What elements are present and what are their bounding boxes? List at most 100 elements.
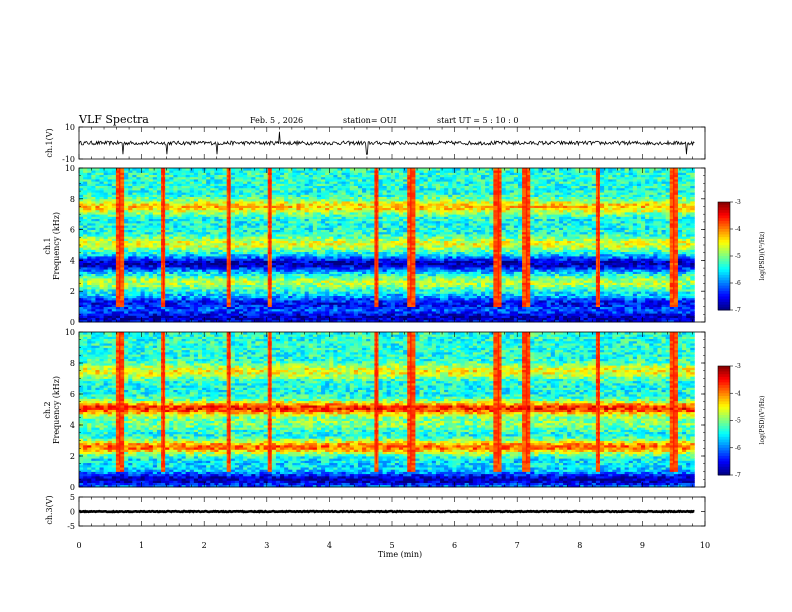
spectrogram-cell [509, 267, 515, 270]
spectrogram-cell [686, 302, 691, 305]
spectrogram-cell [296, 304, 301, 307]
spectrogram-cell [464, 308, 470, 312]
spectrogram-cell [690, 284, 695, 288]
spectrogram-cell [247, 306, 252, 310]
spectrogram-cell [312, 260, 318, 263]
spectrogram-cell [304, 286, 310, 290]
spectrogram-cell [649, 306, 654, 310]
spectrogram-cell [308, 319, 314, 323]
spectrogram-cell [686, 278, 691, 281]
spectrogram-cell [333, 271, 338, 274]
spectrogram-cell [550, 297, 556, 301]
spectrogram-cell [337, 308, 342, 312]
spectrogram-cell [189, 295, 195, 299]
spectrogram-cell [333, 278, 338, 281]
spectrogram-cell [349, 267, 355, 270]
spectrogram-cell [452, 280, 457, 283]
spectrogram-cell [280, 284, 285, 288]
spectrogram-cell [563, 280, 568, 283]
spectrogram-cell [91, 302, 96, 305]
spectrogram-cell [423, 271, 429, 274]
spectrogram-cell [120, 302, 125, 305]
spectrogram-cell [435, 282, 441, 285]
spectrogram-cell [292, 302, 297, 305]
spectrogram-cell [398, 313, 404, 316]
spectrogram-cell [366, 262, 371, 266]
spectrogram-cell [444, 267, 449, 270]
spectrogram-cell [206, 315, 211, 318]
spectrogram-cell [156, 269, 162, 272]
spectrogram-cell [620, 278, 626, 281]
spectrogram-cell [197, 315, 203, 318]
spectrogram-cell [411, 264, 416, 268]
spectrogram-cell [144, 271, 150, 274]
spectrogram-cell [300, 311, 306, 314]
spectrogram-cell [382, 269, 388, 272]
spectrogram-cell [522, 278, 527, 281]
spectrogram-cell [255, 284, 260, 288]
spectrogram-cell [173, 300, 178, 303]
spectrogram-cell [99, 300, 105, 303]
spectrogram-cell [624, 267, 630, 270]
spectrogram-cell [321, 275, 326, 279]
spectrogram-cell [558, 278, 564, 281]
spectrogram-cell [632, 304, 638, 307]
spectrogram-cell [554, 280, 560, 283]
spectrogram-cell [657, 317, 662, 321]
spectrogram-cell [677, 284, 683, 288]
spectrogram-cell [325, 291, 330, 294]
spectrogram-cell [251, 293, 256, 296]
spectrogram-cell [341, 273, 347, 277]
spectrogram-cell [431, 302, 437, 305]
spectrogram-cell [472, 317, 478, 321]
spectrogram-cell [259, 284, 265, 288]
spectrogram-cell [173, 317, 178, 321]
spectrogram-cell [604, 311, 609, 314]
spectrogram-cell [600, 286, 605, 290]
spectrogram-cell [132, 293, 137, 296]
spectrogram-cell [333, 280, 338, 283]
spectrogram-cell [312, 317, 318, 321]
spectrogram-cell [95, 311, 100, 314]
spectrogram-cell [649, 264, 654, 268]
spectrogram-cell [83, 267, 88, 270]
spectrogram-cell [202, 269, 207, 272]
spectrogram-cell [189, 271, 195, 274]
spectrogram-cell [181, 275, 187, 279]
spectrogram-cell [148, 269, 154, 272]
spectrogram-cell [657, 280, 662, 283]
spectrogram-cell [427, 319, 433, 323]
spectrogram-cell [649, 280, 654, 283]
spectrogram-cell [661, 293, 667, 296]
spectrogram-cell [517, 311, 523, 314]
spectrogram-cell [99, 278, 105, 281]
spectrogram-cell [366, 289, 371, 292]
spectrogram-cell [554, 317, 560, 321]
spectrogram-cell [120, 297, 125, 301]
spectrogram-cell [686, 286, 691, 290]
spectrogram-cell [353, 317, 359, 321]
spectrogram-cell [452, 273, 457, 277]
spectrogram-cell [476, 282, 482, 285]
spectrogram-cell [661, 282, 667, 285]
spectrogram-cell [620, 304, 626, 307]
spectrogram-cell [509, 304, 515, 307]
spectrogram-cell [513, 311, 519, 314]
spectrogram-cell [509, 317, 515, 321]
spectrogram-cell [505, 313, 511, 316]
spectrogram-cell [546, 262, 552, 266]
spectrogram-cell [103, 315, 109, 318]
spectrogram-cell [690, 313, 695, 316]
spectrogram-cell [243, 262, 248, 266]
spectrogram-cell [505, 267, 511, 270]
spectrogram-cell [481, 295, 486, 299]
spectrogram-cell [234, 289, 240, 292]
spectrogram-cell [550, 275, 556, 279]
spectrogram-cell [394, 313, 400, 316]
spectrogram-cell [189, 297, 195, 301]
spectrogram-cell [501, 273, 507, 277]
spectrogram-cell [456, 267, 461, 270]
spectrogram-cell [280, 306, 285, 310]
spectrogram-cell [251, 302, 256, 305]
spectrogram-cell [189, 275, 195, 279]
